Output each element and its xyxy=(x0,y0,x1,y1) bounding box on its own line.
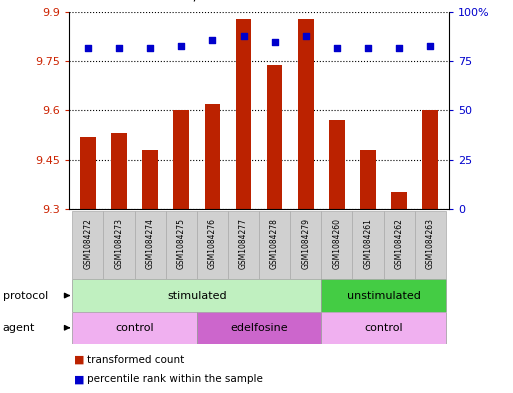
FancyBboxPatch shape xyxy=(352,211,384,279)
Text: GSM1084277: GSM1084277 xyxy=(239,218,248,269)
Text: GSM1084273: GSM1084273 xyxy=(114,218,124,269)
Bar xyxy=(205,104,220,209)
Text: GSM1084274: GSM1084274 xyxy=(146,218,154,269)
FancyBboxPatch shape xyxy=(104,211,134,279)
Text: GSM1084278: GSM1084278 xyxy=(270,218,279,269)
Point xyxy=(395,44,403,51)
Point xyxy=(270,39,279,45)
FancyBboxPatch shape xyxy=(197,211,228,279)
Bar xyxy=(329,120,345,209)
Bar xyxy=(111,133,127,209)
Text: unstimulated: unstimulated xyxy=(347,290,421,301)
Text: GSM1084272: GSM1084272 xyxy=(84,218,92,269)
Text: agent: agent xyxy=(3,323,35,333)
Bar xyxy=(422,110,438,209)
FancyBboxPatch shape xyxy=(415,211,446,279)
Text: control: control xyxy=(115,323,154,333)
Bar xyxy=(267,64,282,209)
Text: protocol: protocol xyxy=(3,290,48,301)
Text: GSM1084276: GSM1084276 xyxy=(208,218,217,269)
Point xyxy=(177,42,185,49)
Text: stimulated: stimulated xyxy=(167,290,227,301)
Bar xyxy=(173,110,189,209)
Point xyxy=(302,33,310,39)
FancyBboxPatch shape xyxy=(321,279,446,312)
FancyBboxPatch shape xyxy=(166,211,197,279)
Text: GSM1084275: GSM1084275 xyxy=(177,218,186,269)
Text: GSM1084260: GSM1084260 xyxy=(332,218,341,269)
Point xyxy=(146,44,154,51)
Bar xyxy=(80,137,96,209)
FancyBboxPatch shape xyxy=(72,312,197,344)
Bar xyxy=(143,150,158,209)
Point xyxy=(115,44,123,51)
FancyBboxPatch shape xyxy=(384,211,415,279)
Point xyxy=(364,44,372,51)
Point xyxy=(240,33,248,39)
FancyBboxPatch shape xyxy=(228,211,259,279)
Bar xyxy=(236,19,251,209)
Text: edelfosine: edelfosine xyxy=(230,323,288,333)
Text: ■: ■ xyxy=(74,354,85,365)
Text: GSM1084263: GSM1084263 xyxy=(426,218,435,269)
FancyBboxPatch shape xyxy=(72,211,104,279)
Text: GSM1084261: GSM1084261 xyxy=(364,218,372,269)
Text: GDS5544 / 8083310: GDS5544 / 8083310 xyxy=(125,0,265,2)
Point xyxy=(426,42,435,49)
Bar xyxy=(360,150,376,209)
Bar xyxy=(298,19,313,209)
Point xyxy=(333,44,341,51)
Text: transformed count: transformed count xyxy=(87,354,185,365)
Point xyxy=(84,44,92,51)
Text: GSM1084279: GSM1084279 xyxy=(301,218,310,269)
FancyBboxPatch shape xyxy=(72,279,321,312)
FancyBboxPatch shape xyxy=(321,211,352,279)
Text: control: control xyxy=(364,323,403,333)
Text: percentile rank within the sample: percentile rank within the sample xyxy=(87,374,263,384)
FancyBboxPatch shape xyxy=(321,312,446,344)
FancyBboxPatch shape xyxy=(134,211,166,279)
FancyBboxPatch shape xyxy=(197,312,321,344)
FancyBboxPatch shape xyxy=(259,211,290,279)
FancyBboxPatch shape xyxy=(290,211,321,279)
Text: GSM1084262: GSM1084262 xyxy=(394,218,404,269)
Bar xyxy=(391,192,407,209)
Text: ■: ■ xyxy=(74,374,85,384)
Point xyxy=(208,37,216,43)
